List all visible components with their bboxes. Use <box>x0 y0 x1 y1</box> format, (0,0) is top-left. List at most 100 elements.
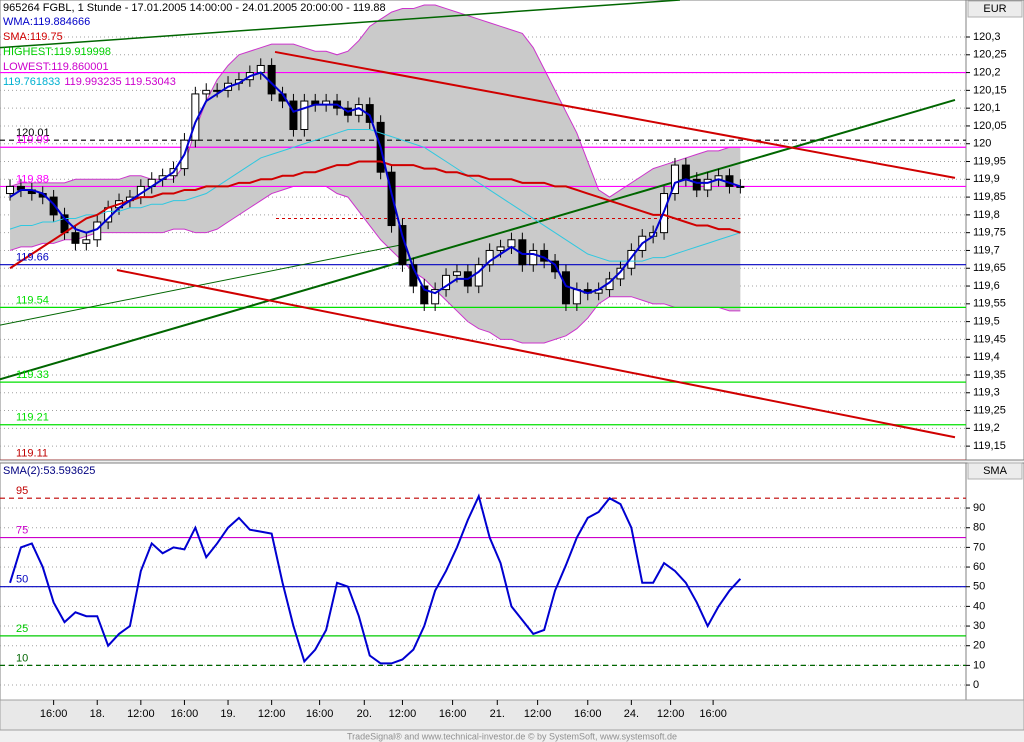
y-tick-label: 119,65 <box>973 262 1006 274</box>
band-upper <box>9 4 741 198</box>
y-tick-label: 50 <box>973 581 985 593</box>
candle-body <box>49 196 58 216</box>
trend-line <box>0 0 681 49</box>
x-tick-label: 19. <box>220 708 235 720</box>
y-tick-label: 119,7 <box>973 244 1000 256</box>
y-tick-label: 120,2 <box>973 66 1001 78</box>
y-tick-label: 20 <box>973 640 985 652</box>
y-tick-label: 0 <box>973 679 979 691</box>
level-label: 119.11 <box>16 447 48 459</box>
x-tick-label: 12:00 <box>258 708 286 720</box>
oscillator-label: SMA(2):53.593625 <box>3 465 95 477</box>
x-tick-label: 12:00 <box>524 708 552 720</box>
level-label: 119.54 <box>16 294 49 306</box>
legend-entry: 119.761833 119.993235 119.53043 <box>3 76 176 88</box>
level-label: 25 <box>16 623 28 635</box>
y-tick-label: 119,4 <box>973 351 1000 363</box>
x-tick-label: 16:00 <box>699 708 727 720</box>
band-lower <box>9 185 741 344</box>
y-tick-label: 119,15 <box>973 440 1006 452</box>
candle-body <box>431 289 440 305</box>
trend-line <box>116 269 956 439</box>
x-axis-strip <box>0 699 1024 731</box>
y-tick-label: 120,15 <box>973 84 1007 96</box>
legend-text: HIGHEST:119.919998 <box>3 46 111 58</box>
y-tick-label: 119,8 <box>973 209 1000 221</box>
level-label: 10 <box>16 652 28 664</box>
y-tick-label: 30 <box>973 620 985 632</box>
candle-body <box>420 285 429 305</box>
y-tick-label: 90 <box>973 502 985 514</box>
candle-body <box>681 164 690 180</box>
candle-body <box>670 164 679 195</box>
candle-body <box>256 64 265 74</box>
level-label: 119.21 <box>16 412 49 424</box>
level-label: 95 <box>16 485 28 497</box>
candle-body <box>485 249 494 266</box>
x-tick-label: 18. <box>90 708 105 720</box>
y-tick-label: 119,5 <box>973 316 1000 328</box>
candle-body <box>202 89 211 95</box>
indicator-line <box>9 71 741 295</box>
axis-title-box <box>967 462 1023 480</box>
y-tick-label: 120,05 <box>973 120 1007 132</box>
candle-body <box>703 178 712 191</box>
y-tick-label: 119,95 <box>973 155 1006 167</box>
y-tick-label: 80 <box>973 522 985 534</box>
y-tick-label: 70 <box>973 541 985 553</box>
oscillator-line <box>9 493 742 665</box>
candle-body <box>300 100 309 130</box>
trend-line <box>0 244 401 326</box>
x-tick-label: 12:00 <box>389 708 417 720</box>
candle-body <box>82 239 91 244</box>
y-tick-label: 119,25 <box>973 404 1006 416</box>
candle-body <box>6 185 15 195</box>
level-label: 75 <box>16 524 28 536</box>
x-tick-label: 16:00 <box>40 708 68 720</box>
y-tick-label: 120,3 <box>973 31 1001 43</box>
y-tick-label: 119,85 <box>973 191 1006 203</box>
x-tick-label: 12:00 <box>657 708 685 720</box>
trend-line <box>0 99 956 381</box>
candle-body <box>387 171 396 227</box>
y-tick-label: 40 <box>973 600 985 612</box>
chart-header: 965264 FGBL, 1 Stunde - 17.01.2005 14:00… <box>3 2 386 14</box>
x-tick-label: 12:00 <box>127 708 155 720</box>
level-label: 119.66 <box>16 252 49 264</box>
axis-title: SMA <box>983 465 1008 477</box>
legend-text: 119.993235 119.53043 <box>64 76 176 88</box>
candle-body <box>616 267 625 280</box>
x-tick-label: 16:00 <box>574 708 602 720</box>
level-label: 119.33 <box>16 369 49 381</box>
legend-text: SMA:119.75 <box>3 31 63 43</box>
legend-text: LOWEST:119.860001 <box>3 61 109 73</box>
legend-entry: LOWEST:119.860001 <box>3 61 109 73</box>
x-tick-label: 24. <box>624 708 639 720</box>
texts: WMA:119.884666 SMA:119.75 HIGHEST:119.9199… <box>3 16 1008 720</box>
y-tick-label: 119,2 <box>973 422 1000 434</box>
level-label: 119.99 <box>16 134 49 146</box>
level-label: 50 <box>16 574 28 586</box>
x-tick-label: 20. <box>357 708 372 720</box>
y-tick-label: 120,25 <box>973 49 1007 61</box>
candle-body <box>452 271 461 276</box>
main-panel <box>0 0 966 460</box>
x-tick-label: 16:00 <box>171 708 199 720</box>
y-tick-label: 119,55 <box>973 298 1006 310</box>
main-axis-area <box>965 0 1024 461</box>
level-label: 120.01 <box>16 127 50 139</box>
candle-body <box>692 178 701 191</box>
footer: TradeSignal® and www.technical-investor.… <box>347 731 677 741</box>
currency-box <box>967 0 1023 18</box>
oscillator-plot-area <box>0 462 967 701</box>
y-tick-label: 119,3 <box>973 387 1000 399</box>
x-tick-label: 16:00 <box>439 708 467 720</box>
candle-body <box>529 249 538 266</box>
trend-line <box>274 50 956 179</box>
legend-entry: SMA:119.75 <box>3 31 63 43</box>
oscillator-panel <box>0 493 966 686</box>
y-tick-label: 119,6 <box>973 280 1000 292</box>
level-label: 119.88 <box>16 173 49 185</box>
